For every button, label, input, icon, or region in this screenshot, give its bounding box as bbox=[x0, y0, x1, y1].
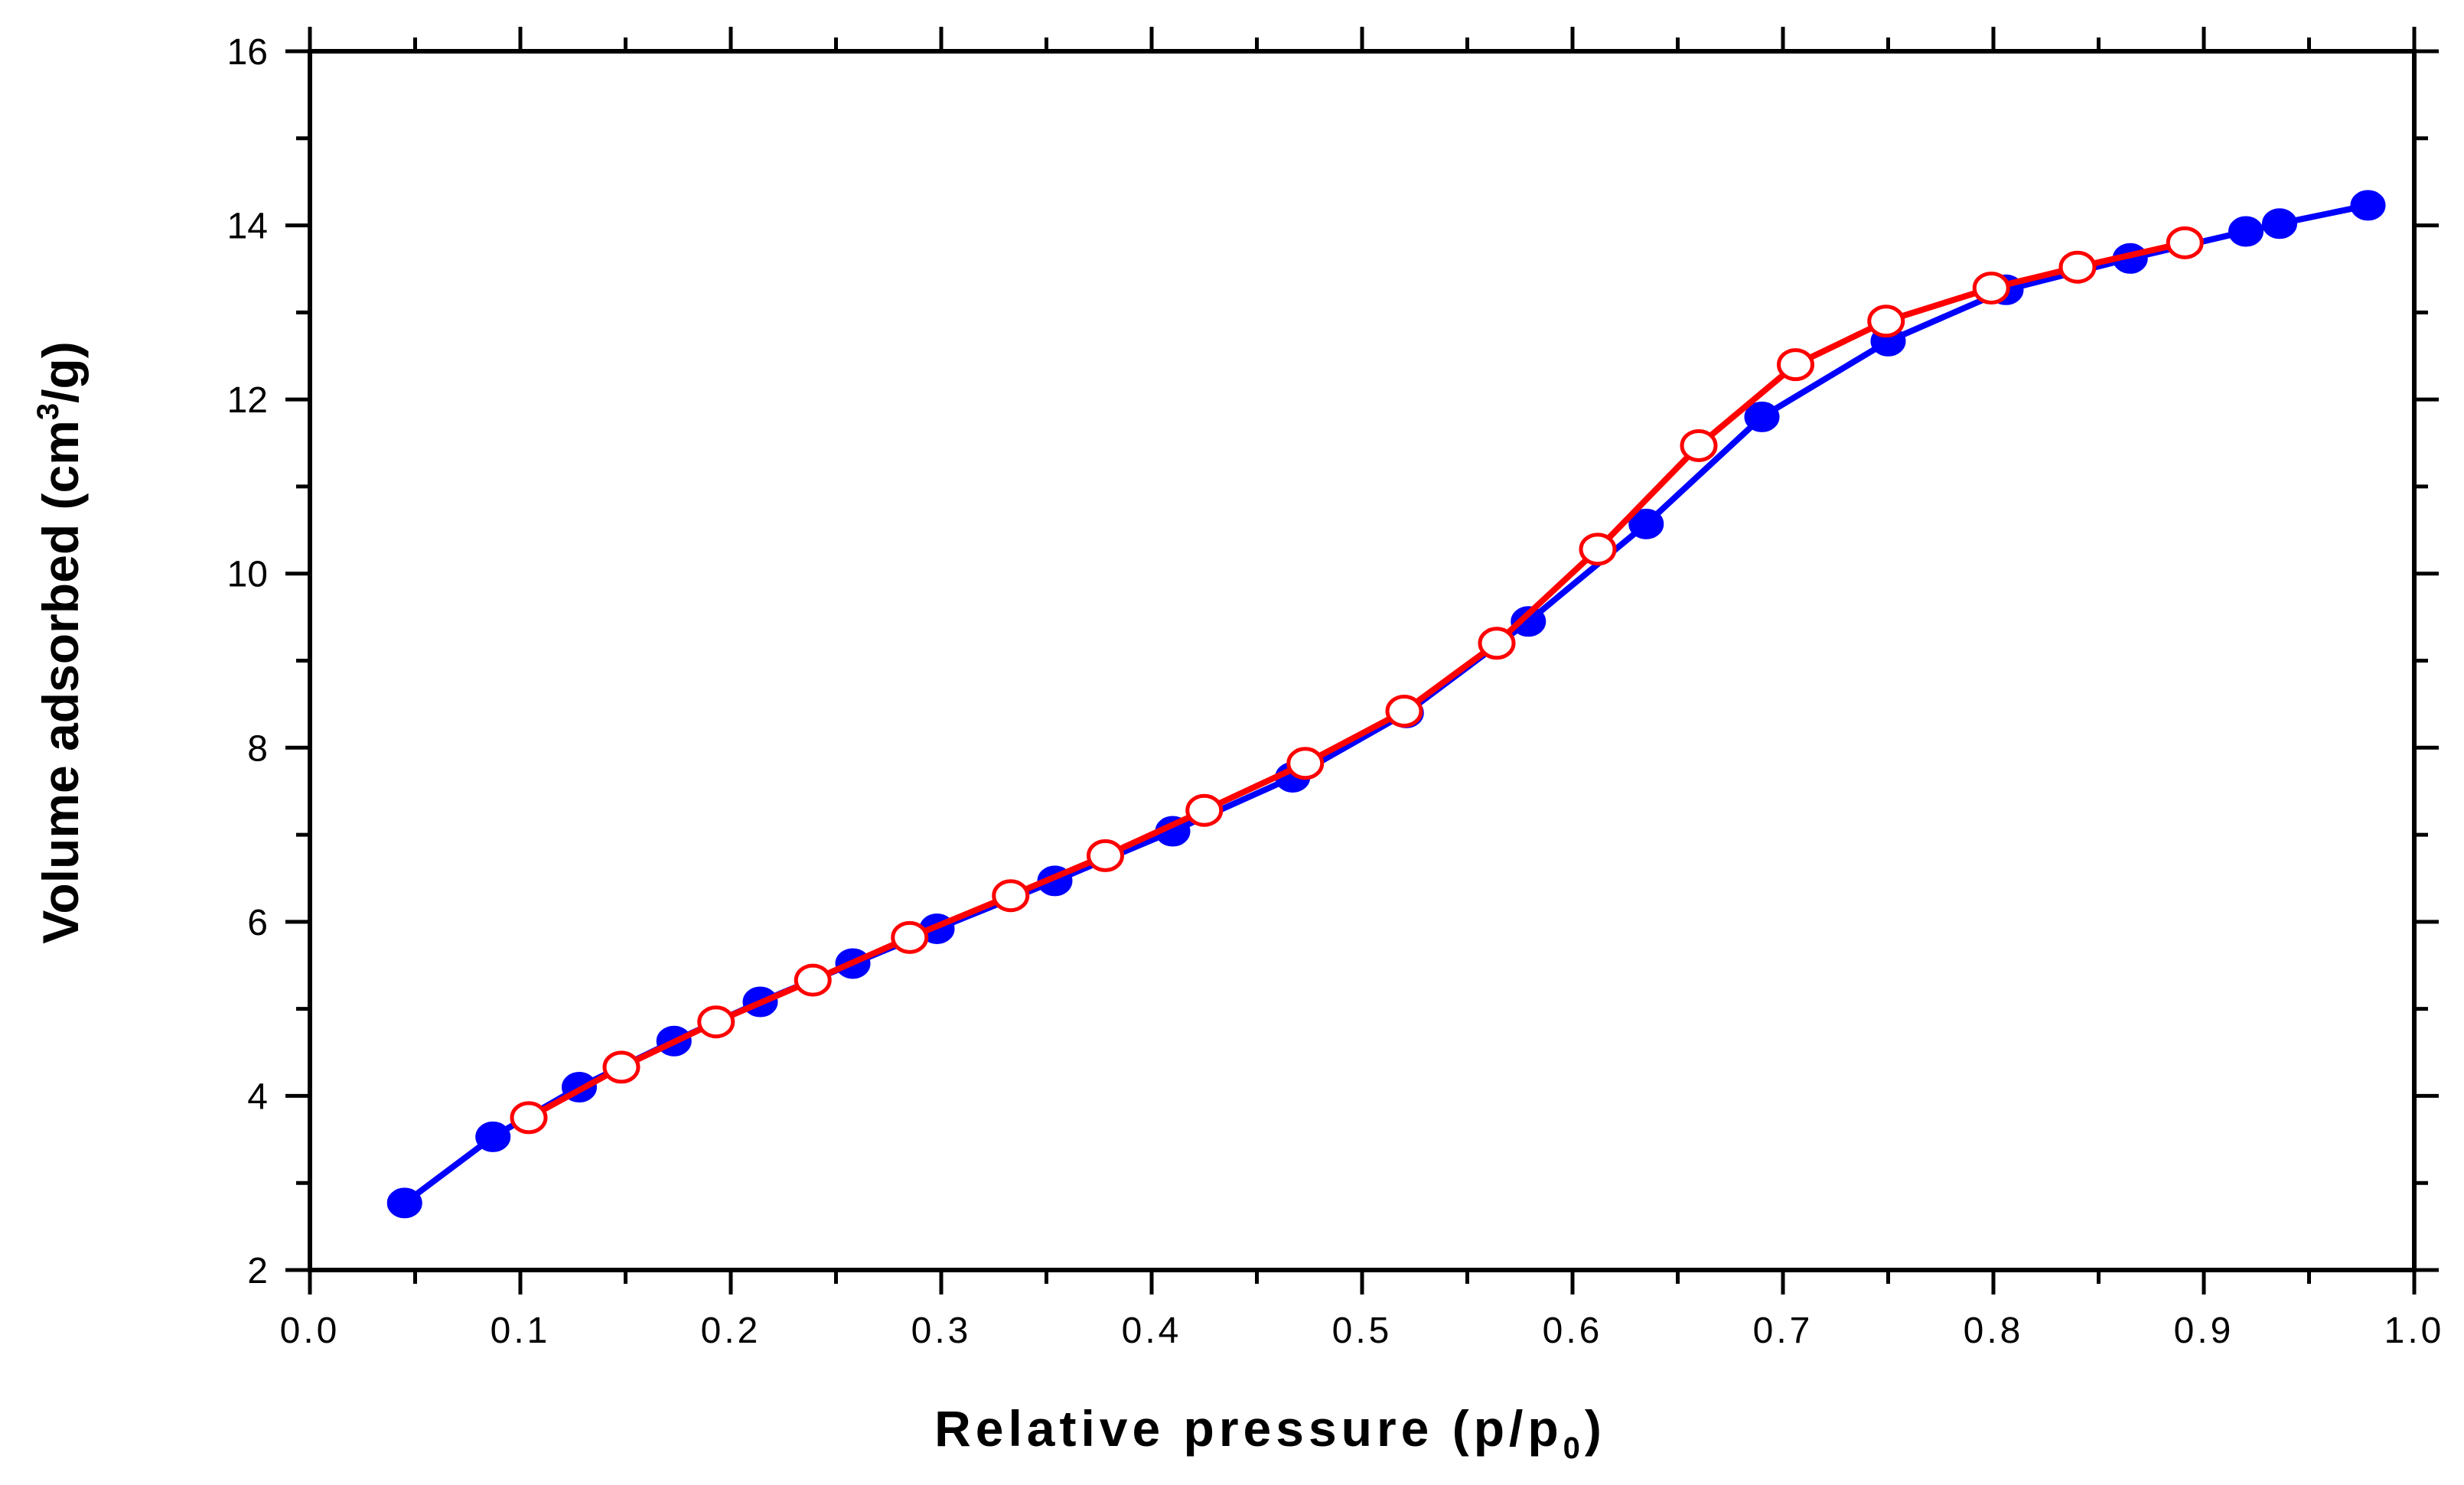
desorption-point bbox=[794, 963, 832, 997]
x-tick-label: 0.1 bbox=[491, 1311, 551, 1351]
data-series bbox=[386, 190, 2386, 1219]
x-tick-label: 1.0 bbox=[2384, 1311, 2445, 1351]
adsorption-point bbox=[1744, 401, 1780, 432]
desorption-point bbox=[1579, 532, 1617, 566]
desorption-point bbox=[1478, 627, 1516, 660]
y-tick-label: 12 bbox=[227, 380, 268, 421]
tick-labels: 0.0 0.1 0.2 0.3 0.4 0.5 0.6 0.7 0.8 0.9 1.0 2 4 6 8 10 1… bbox=[227, 32, 2445, 1351]
adsorption-point bbox=[386, 1187, 422, 1219]
y-tick-label: 4 bbox=[247, 1076, 268, 1117]
desorption-point bbox=[1972, 271, 2010, 304]
desorption-point bbox=[697, 1005, 735, 1039]
desorption-point bbox=[1385, 694, 1423, 728]
y-tick-label: 16 bbox=[227, 32, 268, 73]
desorption-point bbox=[1680, 428, 1718, 462]
desorption-point bbox=[891, 920, 929, 954]
desorption-point bbox=[2058, 250, 2097, 284]
desorption-point bbox=[1867, 304, 1905, 338]
x-tick-label: 0.3 bbox=[911, 1311, 972, 1351]
y-tick-label: 2 bbox=[247, 1251, 268, 1291]
adsorption-line bbox=[403, 202, 2369, 1206]
plot-frame bbox=[308, 49, 2417, 1272]
x-tick-label: 0.5 bbox=[1332, 1311, 1393, 1351]
x-tick-label: 0.7 bbox=[1753, 1311, 1814, 1351]
adsorption-point bbox=[1511, 606, 1547, 637]
desorption-point bbox=[1087, 839, 1124, 872]
adsorption-point bbox=[2228, 216, 2264, 247]
x-tick-label: 0.8 bbox=[1964, 1311, 2024, 1351]
adsorption-point bbox=[1628, 508, 1664, 539]
x-tick-label: 0.4 bbox=[1122, 1311, 1182, 1351]
desorption-line bbox=[527, 239, 2186, 1121]
y-axis-title: Volume adsorbed (cm3/g) bbox=[31, 341, 89, 943]
x-tick-label: 0.9 bbox=[2174, 1311, 2234, 1351]
desorption-point bbox=[2166, 226, 2204, 259]
x-tick-label: 0.6 bbox=[1543, 1311, 1603, 1351]
desorption-point bbox=[1286, 747, 1325, 780]
adsorption-point bbox=[2262, 208, 2297, 239]
x-axis-title: Relative pressure (p/p0) bbox=[934, 1400, 1606, 1465]
desorption-point bbox=[510, 1101, 548, 1135]
y-tick-label: 6 bbox=[247, 903, 268, 943]
y-tick-label: 10 bbox=[227, 555, 268, 595]
desorption-point bbox=[1185, 793, 1224, 827]
axes bbox=[308, 49, 2417, 1272]
x-tick-label: 0.2 bbox=[701, 1311, 761, 1351]
adsorption-point bbox=[2350, 190, 2386, 221]
desorption-point bbox=[1777, 348, 1814, 382]
desorption-point bbox=[992, 879, 1030, 913]
y-tick-label: 14 bbox=[227, 207, 268, 247]
adsorption-point bbox=[475, 1121, 511, 1152]
y-tick-label: 8 bbox=[247, 728, 268, 769]
desorption-point bbox=[602, 1050, 640, 1084]
tick-marks bbox=[285, 27, 2439, 1294]
x-tick-label: 0.0 bbox=[280, 1311, 341, 1351]
